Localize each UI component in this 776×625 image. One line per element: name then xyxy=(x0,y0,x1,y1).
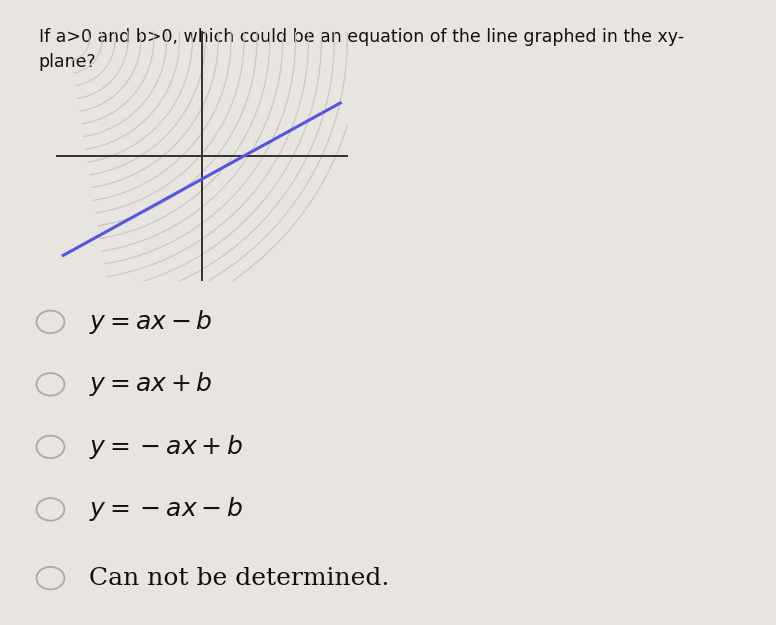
Text: If a>0 and b>0, which could be an equation of the line graphed in the xy-: If a>0 and b>0, which could be an equati… xyxy=(39,28,684,46)
Text: $y = ax + b$: $y = ax + b$ xyxy=(89,371,213,398)
Text: Can not be determined.: Can not be determined. xyxy=(89,567,390,589)
Text: $y = ax - b$: $y = ax - b$ xyxy=(89,308,213,336)
Text: $y = -ax - b$: $y = -ax - b$ xyxy=(89,496,244,523)
Text: plane?: plane? xyxy=(39,53,96,71)
Text: $y = -ax + b$: $y = -ax + b$ xyxy=(89,433,244,461)
